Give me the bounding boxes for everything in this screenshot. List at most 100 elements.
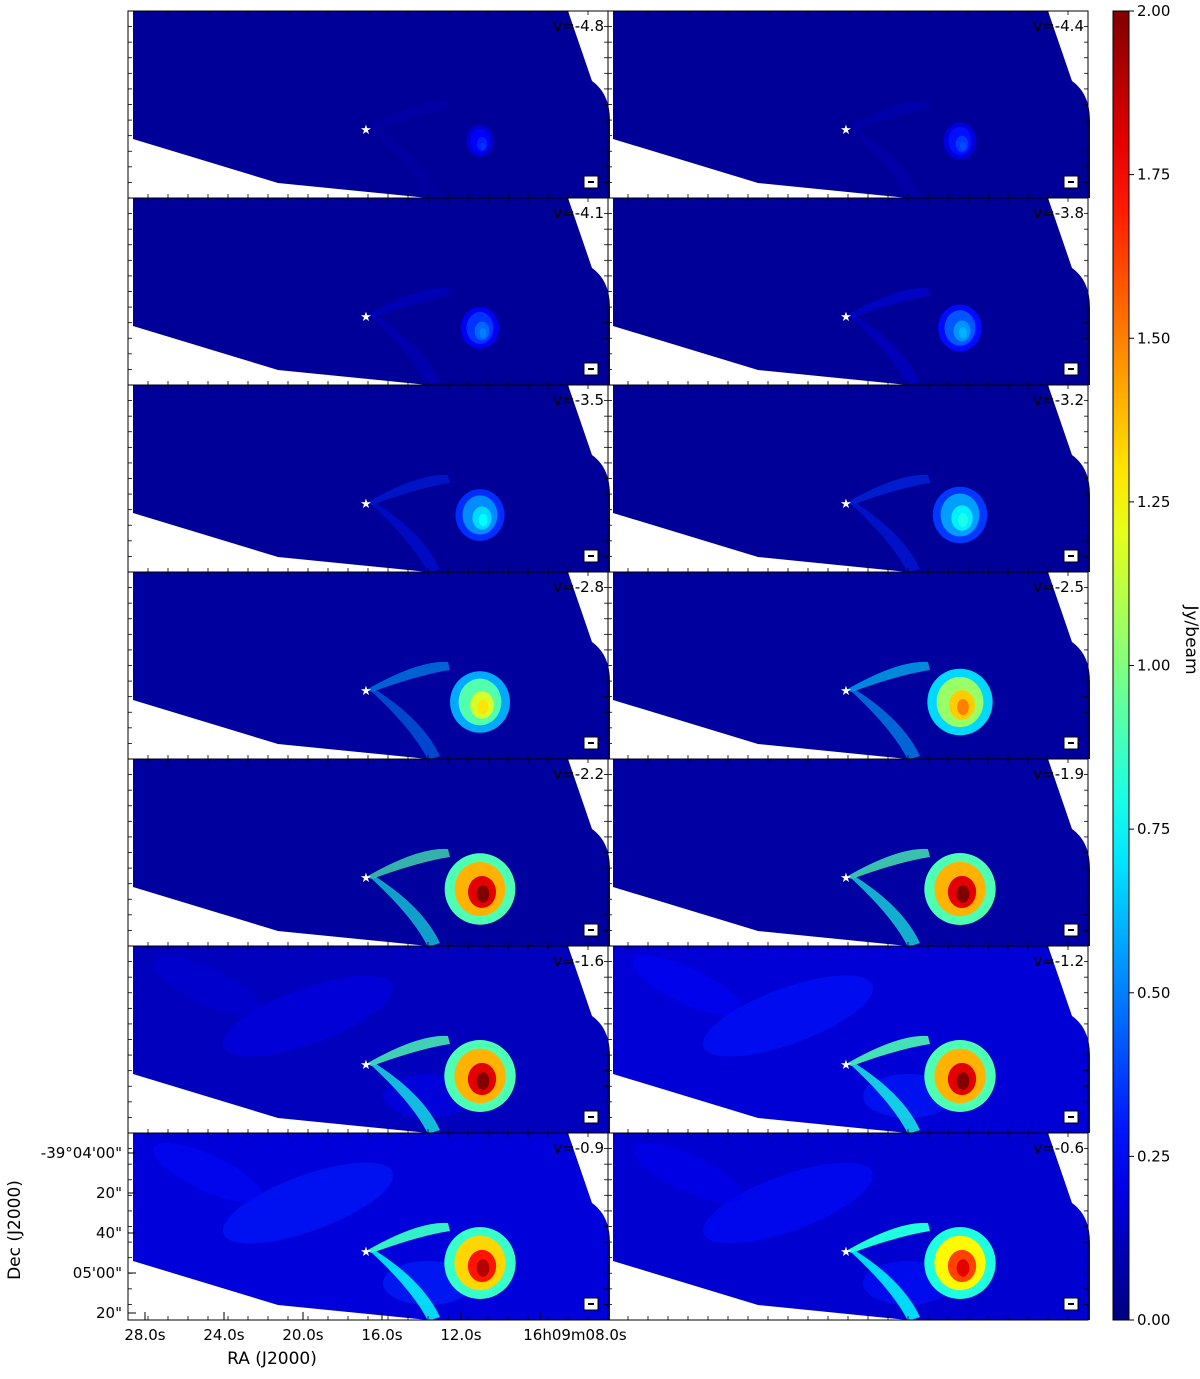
channel-panel: ★ v=-2.2 xyxy=(127,758,610,947)
map-footprint xyxy=(613,11,1090,198)
source-star-icon: ★ xyxy=(360,871,372,886)
outflow-lobe xyxy=(846,1035,930,1066)
emission-knot-peak xyxy=(476,1259,490,1277)
outflow-lobe xyxy=(372,503,440,572)
diffuse-filament xyxy=(633,955,743,1017)
map-footprint xyxy=(133,11,610,198)
panel-velocity-label: v=-3.2 xyxy=(1033,391,1084,409)
y-tick-label: 20" xyxy=(96,1184,122,1202)
beam-ellipse xyxy=(1068,1116,1074,1118)
panel-velocity-label: v=-4.1 xyxy=(553,204,604,222)
panel-velocity-label: v=-3.8 xyxy=(1033,204,1084,222)
y-tick-label: -39°04'00" xyxy=(41,1144,122,1162)
panel-velocity-label: v=-2.5 xyxy=(1033,578,1084,596)
colorbar-tick-label: 0.25 xyxy=(1137,1147,1170,1165)
emission-knot-peak xyxy=(958,513,968,527)
emission-knot-peak xyxy=(479,328,487,338)
outflow-lobe xyxy=(852,877,920,946)
map-footprint xyxy=(133,385,610,572)
outflow-lobe xyxy=(846,848,930,879)
colorbar-tick-label: 1.75 xyxy=(1137,166,1170,184)
source-star-icon: ★ xyxy=(840,871,852,886)
x-tick-label: 20.0s xyxy=(282,1326,323,1344)
source-star-icon: ★ xyxy=(840,684,852,699)
emission-knot-peak xyxy=(956,1259,970,1277)
emission-knot-peak xyxy=(476,885,490,903)
diffuse-filament xyxy=(153,955,263,1017)
beam-ellipse xyxy=(588,1303,594,1305)
outflow-lobe xyxy=(366,1035,450,1066)
outflow-lobe xyxy=(846,100,930,131)
colorbar-tick-label: 1.50 xyxy=(1137,329,1170,347)
outflow-lobe xyxy=(852,1251,920,1320)
outflow-lobe xyxy=(366,661,450,692)
panel-velocity-label: v=-1.9 xyxy=(1033,765,1084,783)
y-tick-label: 20" xyxy=(96,1304,122,1322)
panel-velocity-label: v=-2.8 xyxy=(553,578,604,596)
x-tick-label: 24.0s xyxy=(203,1326,244,1344)
emission-layer xyxy=(366,287,500,385)
colorbar-tick-label: 1.00 xyxy=(1137,657,1170,675)
panels-layer: ★ v=-4.8 ★ v=-4.4 ★ v=-4.1 ★ v=-3.8 ★ v=-3.5 ★ v=-3… xyxy=(127,10,1090,1321)
emission-layer xyxy=(366,100,494,198)
source-star-icon: ★ xyxy=(840,123,852,138)
map-footprint xyxy=(133,198,610,385)
diffuse-filament xyxy=(153,1142,263,1204)
panel-velocity-label: v=-4.8 xyxy=(553,17,604,35)
emission-layer xyxy=(633,1142,996,1320)
x-axis-label: RA (J2000) xyxy=(227,1349,317,1369)
emission-layer xyxy=(153,1142,516,1320)
colorbar-tick-label: 0.75 xyxy=(1137,820,1170,838)
outflow-lobe xyxy=(846,1222,930,1253)
diffuse-filament xyxy=(702,1162,874,1244)
outflow-lobe xyxy=(372,690,440,759)
outflow-lobe xyxy=(366,287,450,318)
map-footprint xyxy=(613,759,1090,946)
emission-layer xyxy=(846,287,982,385)
source-star-icon: ★ xyxy=(840,1058,852,1073)
map-footprint xyxy=(133,572,610,759)
channel-panel: ★ v=-0.9 xyxy=(127,1132,610,1321)
colorbar-gradient xyxy=(1112,10,1130,1321)
outflow-lobe xyxy=(852,1064,920,1133)
colorbar-tick-label: 2.00 xyxy=(1137,2,1170,20)
panel-velocity-label: v=-3.5 xyxy=(553,391,604,409)
beam-ellipse xyxy=(1068,368,1074,370)
outflow-lobe xyxy=(366,100,450,131)
diffuse-filament xyxy=(633,1142,743,1204)
y-axis-label: Dec (J2000) xyxy=(5,1180,25,1280)
colorbar-tick-label: 0.50 xyxy=(1137,984,1170,1002)
beam-ellipse xyxy=(588,742,594,744)
map-footprint xyxy=(613,385,1090,572)
map-footprint xyxy=(133,759,610,946)
map-footprint xyxy=(613,572,1090,759)
outflow-lobe xyxy=(372,129,440,198)
colorbar-tick-label: 1.25 xyxy=(1137,493,1170,511)
channel-panel: ★ v=-2.8 xyxy=(127,571,610,760)
colorbar: 0.00 0.25 0.50 0.75 1.00 1.25 1.50 1.75 2.00 xyxy=(1112,2,1170,1329)
channel-panel: ★ v=-4.4 xyxy=(607,10,1090,199)
emission-layer xyxy=(846,848,996,946)
emission-layer xyxy=(366,661,510,759)
outflow-lobe xyxy=(846,661,930,692)
beam-ellipse xyxy=(1068,555,1074,557)
beam-ellipse xyxy=(1068,929,1074,931)
source-star-icon: ★ xyxy=(360,497,372,512)
source-star-icon: ★ xyxy=(840,497,852,512)
outflow-lobe xyxy=(846,474,930,505)
diffuse-filament xyxy=(702,975,874,1057)
x-tick-label: 28.0s xyxy=(124,1326,165,1344)
source-star-icon: ★ xyxy=(360,1058,372,1073)
beam-ellipse xyxy=(1068,742,1074,744)
source-star-icon: ★ xyxy=(840,310,852,325)
source-star-icon: ★ xyxy=(360,310,372,325)
source-star-icon: ★ xyxy=(840,1245,852,1260)
y-tick-label: 05'00" xyxy=(73,1264,122,1282)
panel-velocity-label: v=-0.9 xyxy=(553,1139,604,1157)
channel-panel: ★ v=-1.9 xyxy=(607,758,1090,947)
emission-knot-peak xyxy=(477,699,489,715)
panel-velocity-label: v=-4.4 xyxy=(1033,17,1084,35)
channel-panel: ★ v=-1.2 xyxy=(607,945,1090,1134)
beam-ellipse xyxy=(588,555,594,557)
